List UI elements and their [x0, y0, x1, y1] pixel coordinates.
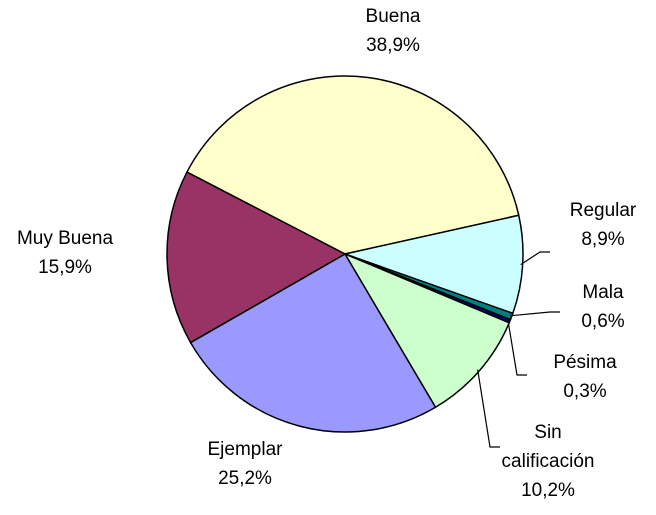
- label-line: Buena: [366, 6, 421, 27]
- leader-line: [507, 320, 527, 376]
- category-label: Buena: [366, 6, 421, 27]
- label-line: Pésima: [553, 352, 617, 373]
- category-label: Pésima: [553, 352, 617, 373]
- label-line: calificación: [502, 451, 595, 472]
- value-label: 15,9%: [38, 257, 92, 278]
- pie-slice: [166, 171, 347, 344]
- value-label: 0,6%: [581, 311, 624, 332]
- value-label: 38,9%: [366, 35, 420, 56]
- label-line: Regular: [570, 200, 637, 221]
- value-label: 0,3%: [563, 381, 606, 402]
- value-label: 25,2%: [218, 468, 272, 489]
- category-label: Regular: [570, 200, 637, 221]
- pie-slice: [343, 252, 511, 409]
- category-label: Sin calificación: [502, 422, 595, 472]
- value-label: 10,2%: [521, 480, 575, 501]
- category-label: Mala: [582, 282, 624, 303]
- value-label: 8,9%: [581, 229, 624, 250]
- category-label: Muy Buena: [17, 228, 114, 249]
- pie-slice: [342, 214, 524, 315]
- label-line: Ejemplar: [208, 439, 284, 460]
- label-line: Muy Buena: [17, 228, 114, 249]
- pie-slice: [189, 252, 437, 433]
- leader-line: [477, 369, 500, 448]
- pie-slice: [185, 75, 520, 255]
- leader-line: [509, 311, 560, 317]
- label-line: Mala: [582, 282, 624, 303]
- leader-line: [520, 251, 550, 266]
- category-label: Ejemplar: [208, 439, 284, 460]
- label-line: Sin: [534, 422, 561, 443]
